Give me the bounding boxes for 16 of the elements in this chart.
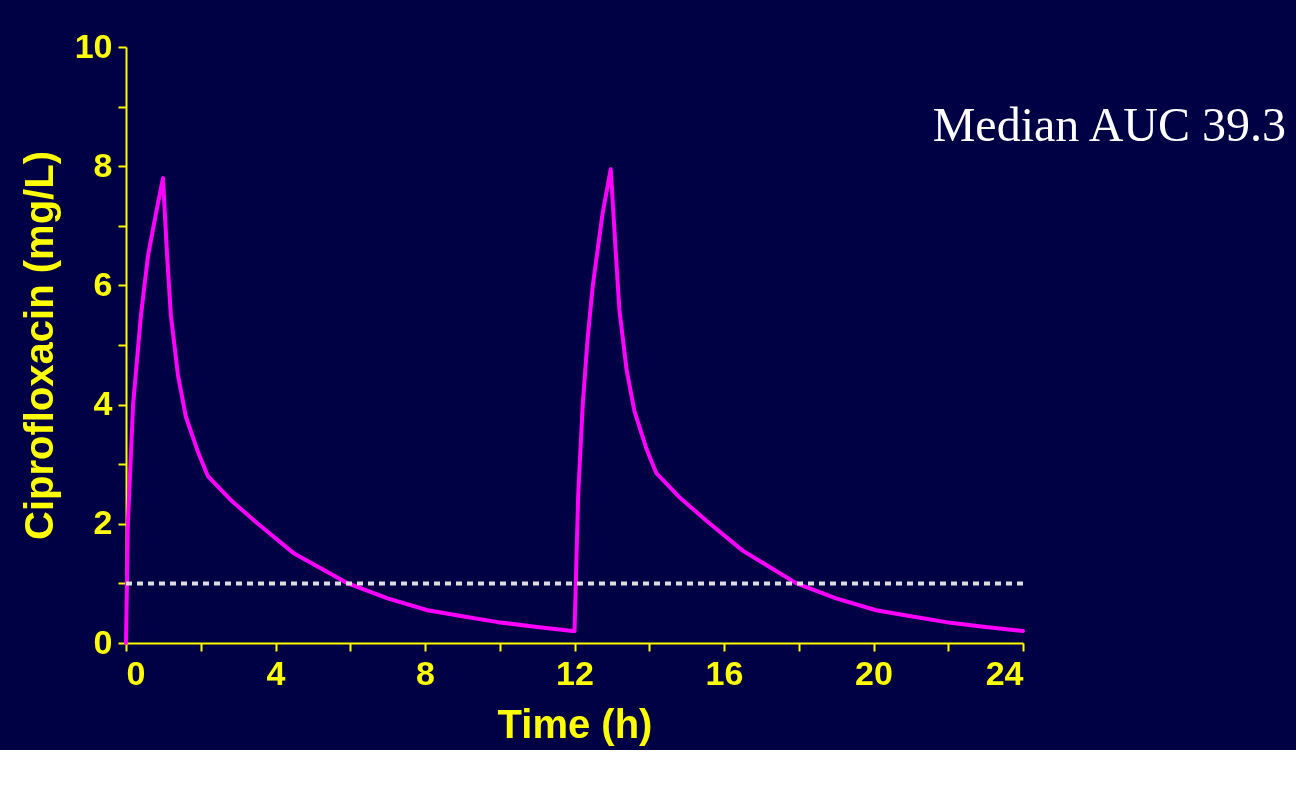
x-tick-label: 16	[705, 653, 744, 692]
y-tick-label: 10	[74, 26, 113, 65]
y-tick-label: 6	[93, 264, 113, 303]
x-tick-label: 4	[266, 653, 286, 692]
y-tick-label: 4	[93, 384, 113, 423]
x-tick-label: 8	[416, 653, 435, 692]
x-tick-label: 0	[126, 653, 146, 692]
annotation: Median AUC 39.3	[932, 98, 1286, 151]
x-axis-title: Time (h)	[497, 701, 653, 746]
y-tick-label: 8	[93, 145, 113, 184]
x-tick-label: 12	[556, 653, 594, 692]
y-tick-label: 2	[93, 503, 113, 542]
y-tick-label: 0	[93, 622, 113, 661]
x-tick-label: 24	[985, 653, 1024, 692]
x-tick-label: 20	[855, 653, 893, 692]
y-axis-title: Ciprofloxacin (mg/L)	[16, 151, 61, 540]
